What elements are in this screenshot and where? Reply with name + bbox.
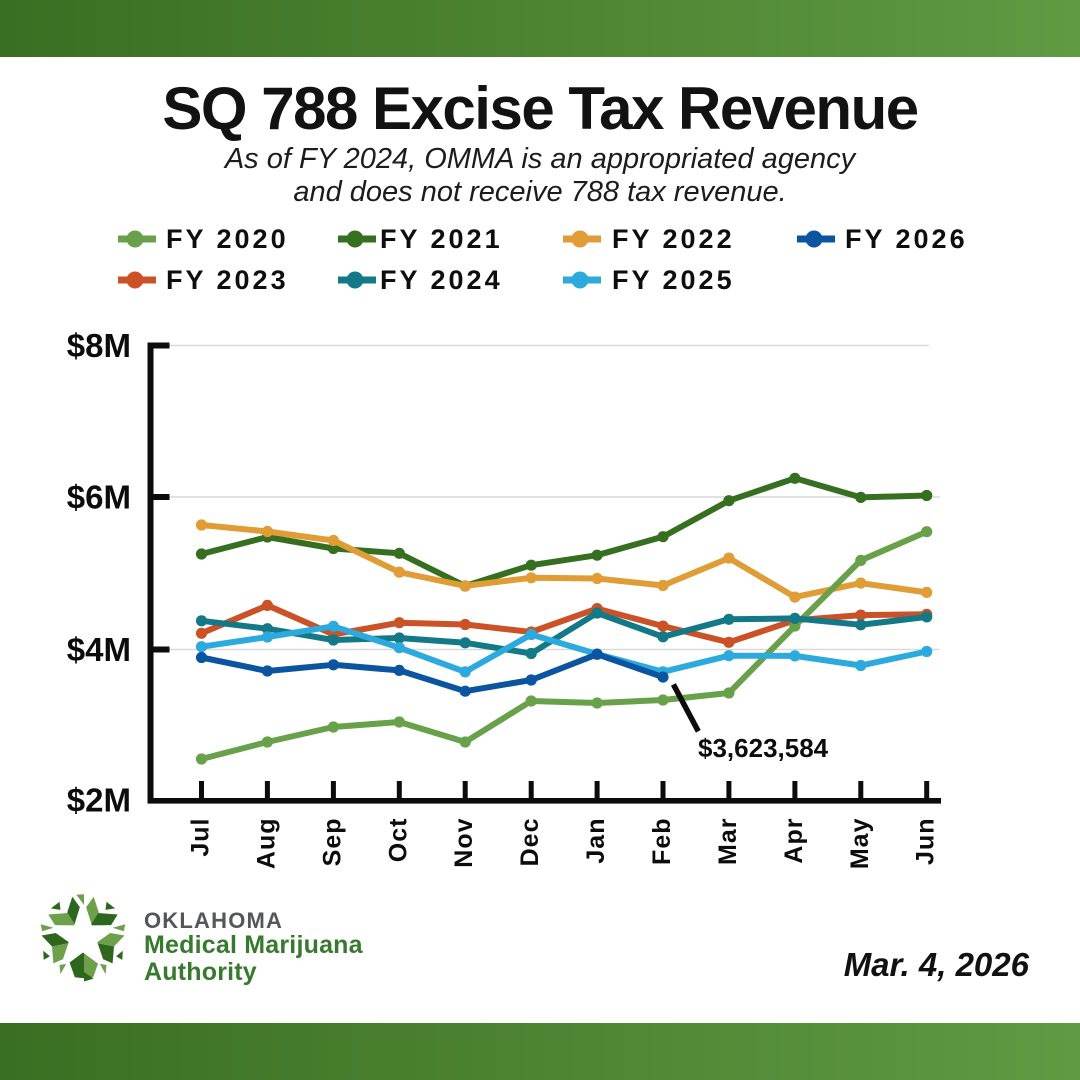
svg-text:Jul: Jul [187,818,215,857]
svg-text:Sep: Sep [318,818,346,867]
svg-text:May: May [846,818,874,870]
svg-text:Dec: Dec [516,818,544,867]
svg-text:Feb: Feb [648,818,676,865]
svg-text:$8M: $8M [67,327,131,364]
svg-text:Apr: Apr [780,818,808,864]
svg-text:$3,623,584: $3,623,584 [698,733,829,763]
svg-text:Jun: Jun [912,818,940,865]
svg-text:Nov: Nov [450,818,478,868]
svg-text:$6M: $6M [67,479,131,516]
svg-text:Jan: Jan [582,818,610,864]
svg-text:Oct: Oct [384,818,412,863]
svg-text:$4M: $4M [67,631,131,668]
svg-text:Mar: Mar [714,818,742,865]
svg-text:Aug: Aug [252,818,280,870]
svg-text:$2M: $2M [67,782,131,819]
